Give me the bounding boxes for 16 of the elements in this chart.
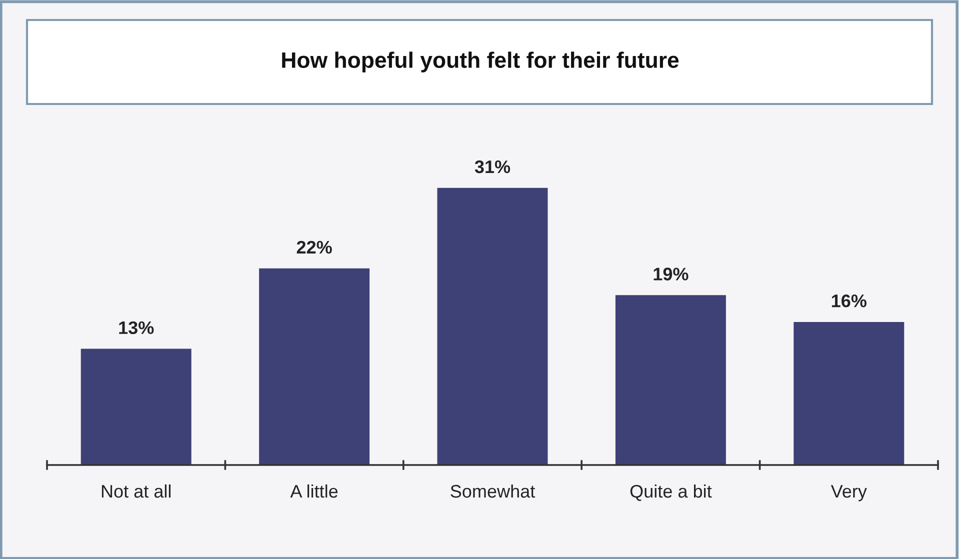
data-label: 19% xyxy=(654,268,688,280)
bar xyxy=(259,268,370,465)
bar xyxy=(80,348,192,465)
x-tick-label: Somewhat xyxy=(450,484,536,498)
bar xyxy=(794,322,904,465)
x-tick-label: Very xyxy=(830,485,867,502)
bar xyxy=(615,295,726,465)
data-label: 16% xyxy=(832,294,866,308)
data-label: 31% xyxy=(474,160,510,174)
bar xyxy=(437,188,548,465)
data-label: 22% xyxy=(296,240,332,254)
chart-title: How hopeful youth felt for their future xyxy=(282,52,679,72)
x-tick-label: Quite a bit xyxy=(630,484,712,501)
x-tick-label: A little xyxy=(290,484,338,498)
x-tick-label: Not at all xyxy=(102,484,171,498)
data-label: 13% xyxy=(119,321,154,334)
